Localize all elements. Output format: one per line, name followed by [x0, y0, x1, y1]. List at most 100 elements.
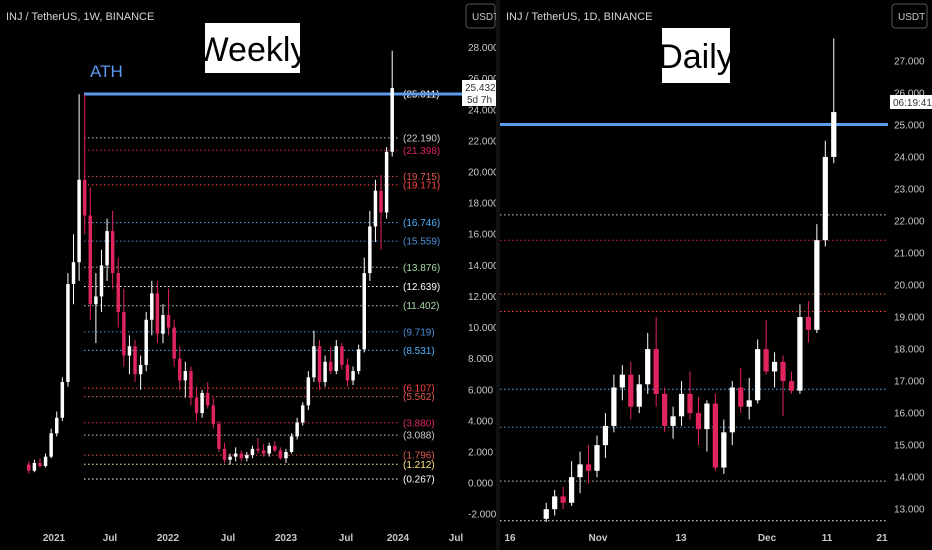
candle-body: [122, 312, 126, 356]
y-tick-label: 28.000: [468, 43, 499, 54]
weekly-currency-label: USDT: [472, 12, 499, 23]
daily-currency-button[interactable]: USDT: [891, 3, 928, 29]
candle-body: [239, 453, 243, 459]
x-tick-label: 13: [675, 533, 687, 544]
x-tick-label: 21: [876, 533, 888, 544]
level-label: (21.398): [403, 146, 440, 157]
candle-body: [233, 453, 238, 457]
y-tick-label: 10.000: [468, 323, 499, 334]
x-tick-label: Jul: [339, 533, 354, 544]
candle-body: [38, 462, 42, 466]
candle-body: [99, 265, 104, 297]
candle-body: [43, 456, 48, 466]
candle-body: [194, 397, 199, 414]
ath-label: ATH: [90, 62, 123, 81]
daily-countdown-badge: 06:19:41: [890, 95, 932, 109]
candle-body: [71, 262, 76, 284]
candle-body: [628, 374, 634, 407]
level-label: (6.107): [403, 384, 435, 395]
weekly-x-axis: 2021 Jul 2022 Jul 2023 Jul 2024 Jul: [43, 533, 464, 544]
candle-body: [27, 464, 31, 471]
weekly-current-price-badge: 25.432 5d 7h: [462, 80, 496, 106]
weekly-symbol-label: INJ / TetherUS, 1W, BINANCE: [6, 11, 154, 23]
y-tick-label: -2.000: [468, 510, 497, 521]
weekly-title-frame: [203, 21, 302, 75]
candle-body: [729, 387, 735, 433]
y-tick-label: 20.000: [468, 168, 499, 179]
weekly-current-price: 25.432: [465, 83, 496, 94]
candle-body: [831, 112, 837, 157]
level-label: (3.880): [403, 418, 435, 429]
level-label: (8.531): [403, 346, 435, 357]
level-label: (9.719): [403, 327, 435, 338]
y-tick-label: 12.000: [468, 292, 499, 303]
x-tick-label: Jul: [103, 533, 118, 544]
candle-body: [228, 456, 232, 460]
candle-body: [653, 349, 659, 394]
y-tick-label: 18.000: [894, 345, 925, 356]
x-tick-label: Jul: [449, 533, 464, 544]
candle-body: [161, 315, 165, 334]
candle-body: [217, 424, 221, 449]
x-tick-label: 2021: [43, 533, 66, 544]
candle-body: [150, 293, 154, 320]
candle-body: [670, 416, 676, 426]
x-tick-label: Dec: [758, 533, 777, 544]
y-tick-label: 22.000: [894, 216, 925, 227]
candle-body: [577, 464, 583, 478]
weekly-levels: (25.011)(22.190)(21.398)(19.715)(19.171)…: [84, 90, 466, 485]
candle-body: [55, 417, 59, 434]
weekly-y-axis: 28.000 26.000 24.000 22.000 20.000 18.000 16.0…: [468, 43, 499, 521]
candle-body: [797, 317, 803, 391]
level-label: (15.559): [403, 237, 440, 248]
candle-body: [636, 384, 642, 407]
candle-body: [662, 393, 668, 426]
candle-body: [334, 346, 339, 372]
candle-body: [619, 374, 625, 388]
candle-body: [189, 371, 193, 398]
candle-body: [345, 364, 350, 381]
candle-body: [306, 377, 311, 406]
candle-body: [384, 151, 389, 213]
candle-body: [289, 436, 294, 452]
candle-body: [66, 284, 70, 382]
weekly-currency-button[interactable]: USDT: [465, 3, 499, 29]
candle-body: [738, 387, 744, 407]
candle-body: [763, 349, 769, 372]
candle-body: [356, 349, 361, 372]
level-label: (12.639): [403, 282, 440, 293]
candle-body: [390, 88, 394, 152]
candle-body: [351, 371, 355, 381]
level-label: (1.212): [403, 460, 435, 471]
candle-body: [602, 425, 609, 446]
x-tick-label: 11: [822, 533, 833, 544]
candle-body: [543, 509, 549, 519]
candle-body: [704, 403, 710, 430]
x-tick-label: 2023: [275, 533, 298, 544]
candle-body: [312, 346, 316, 378]
candle-body: [172, 327, 176, 359]
candle-body: [250, 448, 255, 456]
daily-candles: [543, 38, 837, 522]
candle-body: [60, 382, 65, 418]
y-tick-label: 13.000: [894, 505, 925, 516]
candle-body: [284, 452, 288, 459]
candle-body: [368, 226, 372, 274]
weekly-background: [0, 0, 466, 550]
daily-x-axis: 16 Nov 13 Dec 11 21: [504, 533, 888, 544]
candle-body: [166, 315, 171, 328]
candle-body: [144, 319, 148, 365]
y-tick-label: 26.000: [468, 74, 499, 85]
candle-body: [822, 156, 828, 241]
level-label: (5.562): [403, 392, 435, 403]
candle-body: [301, 405, 305, 423]
candle-body: [256, 448, 260, 451]
y-tick-label: 0.000: [468, 479, 493, 490]
candle-body: [178, 358, 182, 381]
candle-body: [373, 190, 378, 227]
daily-symbol-label: INJ / TetherUS, 1D, BINANCE: [506, 11, 653, 23]
candle-body: [678, 393, 685, 417]
y-tick-label: 19.000: [894, 313, 925, 324]
candle-body: [594, 445, 600, 471]
